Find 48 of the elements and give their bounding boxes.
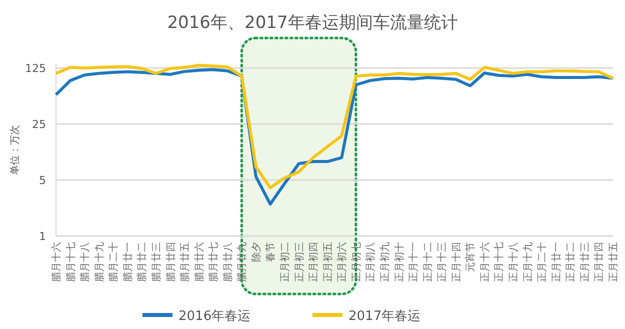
x-tick-label: 腊月十八	[79, 242, 92, 282]
y-tick-label: 125	[25, 62, 46, 75]
y-tick-label: 25	[32, 118, 46, 131]
x-tick-label: 春节	[264, 242, 277, 262]
x-tick-label: 正月十四	[450, 242, 462, 282]
x-tick-label: 腊月十六	[50, 242, 62, 282]
x-tick-label: 腊月廿七	[208, 242, 220, 282]
x-tick-label: 正月十二	[422, 242, 434, 282]
x-tick-label: 正月二十	[536, 242, 548, 282]
x-tick-label: 腊月廿六	[193, 242, 206, 282]
legend-label: 2016年春运	[178, 309, 251, 324]
x-tick-label: 正月初二	[279, 242, 292, 282]
x-tick-label: 正月初十	[393, 242, 406, 282]
x-tick-label: 腊月廿八	[222, 242, 234, 282]
x-tick-label: 正月十七	[493, 242, 506, 282]
x-tick-label: 腊月廿九	[236, 242, 248, 282]
x-tick-label: 腊月廿四	[164, 242, 177, 282]
x-tick-label: 正月初八	[364, 242, 377, 282]
y-axis-title: 单位：万次	[9, 125, 21, 175]
y-tick-label: 5	[39, 174, 46, 187]
x-tick-label: 正月廿五	[608, 242, 620, 282]
x-tick-label: 正月廿四	[593, 242, 606, 282]
chart-title: 2016年、2017年春运期间车流量统计	[167, 13, 458, 33]
x-tick-label: 元宵节	[464, 242, 477, 272]
x-tick-label: 正月廿一	[550, 242, 562, 282]
x-tick-label: 腊月廿五	[179, 242, 192, 282]
x-tick-label: 正月十八	[508, 242, 520, 282]
x-tick-label: 正月十六	[478, 242, 491, 282]
x-tick-label: 正月十九	[522, 242, 534, 282]
x-tick-label: 正月廿三	[578, 242, 591, 282]
legend-label: 2017年春运	[348, 309, 421, 324]
x-tick-label: 腊月十九	[93, 242, 106, 282]
x-tick-label: 正月十三	[436, 242, 448, 282]
x-tick-label: 正月初三	[293, 242, 306, 282]
x-tick-label: 腊月廿一	[122, 242, 134, 282]
x-tick-label: 腊月二十	[108, 242, 120, 282]
y-tick-label: 1	[39, 230, 46, 243]
x-tick-label: 除夕	[250, 242, 262, 262]
x-tick-label: 正月十一	[408, 242, 420, 282]
x-tick-label: 正月廿二	[564, 242, 577, 282]
x-tick-label: 腊月十七	[64, 242, 77, 282]
x-tick-label: 正月初五	[322, 242, 334, 282]
x-tick-label: 正月初九	[378, 242, 391, 282]
x-tick-label: 腊月廿二	[136, 242, 148, 282]
x-tick-label: 腊月廿三	[150, 242, 162, 282]
x-tick-label: 正月初四	[308, 242, 320, 282]
x-tick-label: 正月初七	[350, 242, 362, 282]
x-tick-label: 正月初六	[336, 242, 348, 282]
